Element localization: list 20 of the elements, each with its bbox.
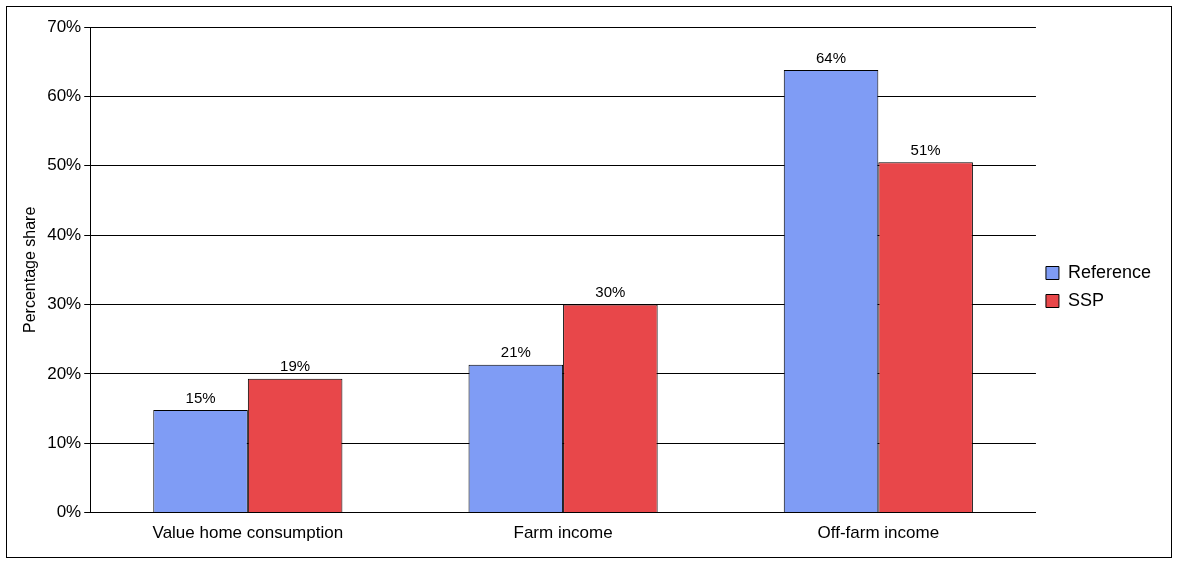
data-label: 15% [185,388,216,406]
y-tick-label: 50% [47,155,82,175]
y-tick-label: 0% [56,502,82,522]
data-label: 21% [500,343,531,361]
y-tick-label: 30% [47,294,82,314]
data-label: 30% [595,283,626,301]
y-axis-title: Percentage share [21,206,39,333]
y-tick-label: 10% [47,432,82,452]
y-tick-label: 40% [47,224,82,244]
x-tick-label: Off-farm income [817,523,940,543]
data-label: 19% [280,357,311,375]
data-label: 64% [816,48,847,66]
legend-label: SSP [1067,289,1104,310]
y-tick-label: 70% [47,16,82,36]
data-label: 51% [910,140,941,158]
legend-label: Reference [1067,261,1152,282]
y-tick-label: 20% [47,363,82,383]
y-tick-label: 60% [47,86,82,106]
x-tick-label: Farm income [513,523,613,543]
x-tick-label: Value home consumption [152,523,344,543]
